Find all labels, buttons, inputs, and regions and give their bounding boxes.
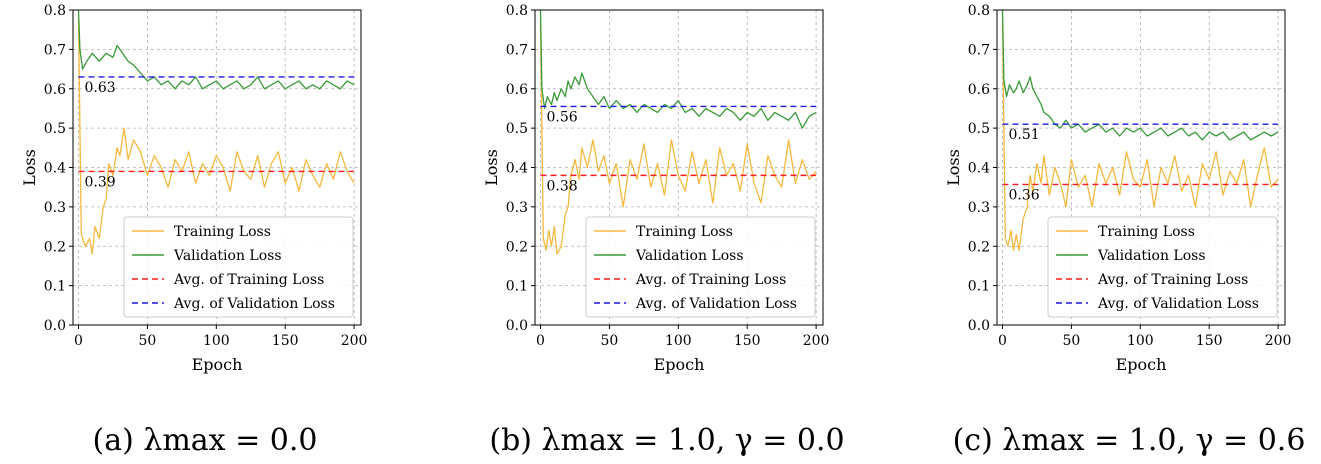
x-tick-label: 150 <box>1196 333 1223 349</box>
legend-entry: Avg. of Validation Loss <box>635 296 797 312</box>
x-axis-label: Epoch <box>1116 355 1167 374</box>
legend: Training Loss Validation Loss Avg. of Trai… <box>123 216 354 318</box>
y-tick-label: 0.4 <box>44 161 66 177</box>
plot-area <box>1001 10 1279 251</box>
x-tick-label: 50 <box>1062 333 1080 349</box>
panel-caption: (b) λmax = 1.0, γ = 0.0 <box>489 423 844 458</box>
y-tick-label: 0.6 <box>44 82 66 98</box>
y-tick-label: 0.0 <box>506 318 528 334</box>
x-tick-label: 100 <box>1127 333 1154 349</box>
y-tick-label: 0.4 <box>506 161 528 177</box>
y-tick-label: 0.7 <box>968 42 990 58</box>
y-tick-label: 0.1 <box>968 279 990 295</box>
y-axis-label: Loss <box>20 149 39 186</box>
training-loss-line <box>77 17 355 255</box>
avg-validation-annotation: 0.63 <box>85 80 116 96</box>
y-tick-label: 0.0 <box>44 318 66 334</box>
plot-area <box>539 10 817 255</box>
y-tick-label: 0.1 <box>44 279 66 295</box>
chart-panel-1: 0.39 0.63 0 50 100 150 200 0.0 0.1 0.2 0.3 0.4 0.5 0.… <box>20 3 367 458</box>
legend-entry: Avg. of Training Loss <box>173 272 324 288</box>
y-axis-label: Loss <box>944 149 963 186</box>
legend-entry: Validation Loss <box>1097 248 1206 264</box>
x-tick-label: 0 <box>74 333 83 349</box>
x-axis-label: Epoch <box>654 355 705 374</box>
x-axis-label: Epoch <box>192 355 243 374</box>
y-tick-label: 0.2 <box>44 239 66 255</box>
y-tick-label: 0.1 <box>506 279 528 295</box>
legend: Training Loss Validation Loss Avg. of Trai… <box>585 216 816 318</box>
legend-entry: Avg. of Training Loss <box>635 272 786 288</box>
avg-validation-annotation: 0.51 <box>1009 127 1040 143</box>
y-tick-label: 0.6 <box>506 82 528 98</box>
x-tick-label: 50 <box>138 333 156 349</box>
y-tick-label: 0.7 <box>44 42 66 58</box>
x-tick-label: 50 <box>600 333 618 349</box>
legend-entry: Avg. of Validation Loss <box>1097 296 1259 312</box>
training-loss-line <box>1001 17 1279 251</box>
chart-panel-3: 0.36 0.51 0 50 100 150 200 0.0 0.1 0.2 0.3 0.4 0.5 0.… <box>944 3 1305 458</box>
training-loss-line <box>539 17 817 255</box>
plot-area <box>77 10 355 255</box>
legend-entry: Training Loss <box>636 224 733 240</box>
y-tick-label: 0.7 <box>506 42 528 58</box>
avg-training-annotation: 0.36 <box>1009 187 1040 203</box>
legend-entry: Validation Loss <box>635 248 744 264</box>
y-tick-label: 0.3 <box>44 200 66 216</box>
x-tick-label: 100 <box>203 333 230 349</box>
y-tick-label: 0.2 <box>506 239 528 255</box>
x-tick-label: 150 <box>272 333 299 349</box>
x-tick-label: 150 <box>734 333 761 349</box>
validation-loss-line <box>539 10 817 129</box>
y-tick-label: 0.3 <box>506 200 528 216</box>
avg-training-annotation: 0.39 <box>85 174 116 190</box>
y-tick-label: 0.6 <box>968 82 990 98</box>
x-tick-label: 0 <box>536 333 545 349</box>
y-tick-label: 0.8 <box>506 3 528 19</box>
legend: Training Loss Validation Loss Avg. of Trai… <box>1047 216 1278 318</box>
legend-box <box>585 216 816 318</box>
y-tick-label: 0.4 <box>968 161 990 177</box>
legend-box <box>123 216 354 318</box>
legend-box <box>1047 216 1278 318</box>
panel-caption: (a) λmax = 0.0 <box>92 423 317 458</box>
legend-entry: Training Loss <box>174 224 271 240</box>
y-tick-label: 0.5 <box>968 121 990 137</box>
y-tick-label: 0.5 <box>44 121 66 137</box>
x-tick-label: 200 <box>341 333 368 349</box>
legend-entry: Validation Loss <box>173 248 282 264</box>
y-tick-label: 0.8 <box>44 3 66 19</box>
y-axis-label: Loss <box>482 149 501 186</box>
validation-loss-line <box>1001 10 1279 141</box>
x-tick-label: 200 <box>803 333 830 349</box>
panel-caption: (c) λmax = 1.0, γ = 0.6 <box>953 423 1306 458</box>
y-tick-label: 0.5 <box>506 121 528 137</box>
chart-panel-2: 0.38 0.56 0 50 100 150 200 0.0 0.1 0.2 0.3 0.4 0.5 0.… <box>482 3 845 458</box>
y-tick-label: 0.2 <box>968 239 990 255</box>
y-tick-label: 0.0 <box>968 318 990 334</box>
legend-entry: Training Loss <box>1098 224 1195 240</box>
x-tick-label: 200 <box>1265 333 1292 349</box>
y-tick-label: 0.3 <box>968 200 990 216</box>
validation-loss-line <box>77 10 355 90</box>
legend-entry: Avg. of Validation Loss <box>173 296 335 312</box>
x-tick-label: 0 <box>998 333 1007 349</box>
avg-training-annotation: 0.38 <box>547 178 578 194</box>
avg-validation-annotation: 0.56 <box>547 109 578 125</box>
x-tick-label: 100 <box>665 333 692 349</box>
y-tick-label: 0.8 <box>968 3 990 19</box>
legend-entry: Avg. of Training Loss <box>1097 272 1248 288</box>
